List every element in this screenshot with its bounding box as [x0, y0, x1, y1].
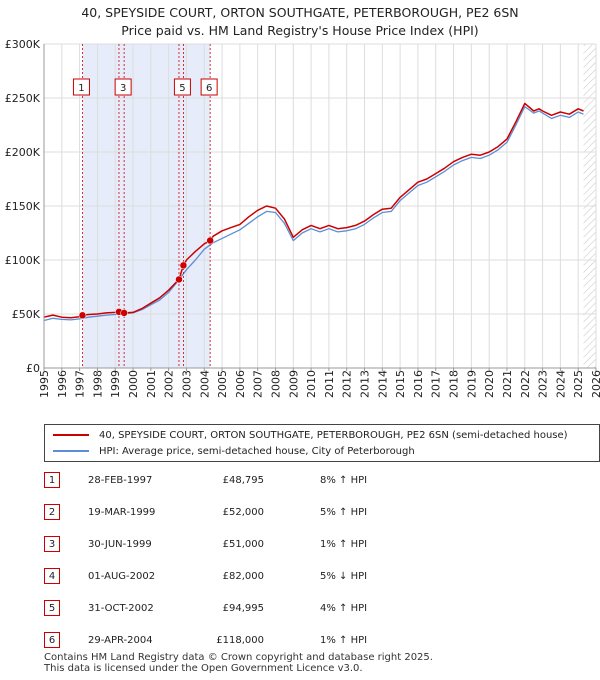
- sale-label-text: 1: [78, 83, 84, 94]
- sale-label-text: 6: [206, 83, 212, 94]
- sale-date: 01-AUG-2002: [88, 571, 156, 582]
- x-tick-label: 2019: [465, 370, 478, 398]
- y-tick-label: £0: [26, 362, 40, 375]
- y-tick-label: £150K: [5, 200, 41, 213]
- y-tick-label: £50K: [12, 308, 41, 321]
- chart-title-block: 40, SPEYSIDE COURT, ORTON SOUTHGATE, PET…: [0, 4, 600, 40]
- x-tick-label: 2009: [287, 370, 300, 398]
- sale-date: 30-JUN-1999: [88, 539, 152, 550]
- sale-hpi-change: 5% ↓ HPI: [320, 571, 368, 582]
- sale-label-box: [114, 78, 132, 96]
- x-tick-label: 2014: [376, 370, 389, 398]
- sale-date: 29-APR-2004: [88, 635, 153, 646]
- sale-number-badge: 2: [44, 504, 60, 520]
- sale-price: £82,000: [222, 571, 264, 582]
- y-tick-label: £200K: [5, 146, 41, 159]
- x-tick-label: 2023: [537, 370, 550, 398]
- x-tick-label: 2022: [519, 370, 532, 398]
- x-tick-label: 1997: [74, 370, 87, 398]
- sale-date: 19-MAR-1999: [88, 507, 156, 518]
- x-tick-label: 2010: [305, 370, 318, 398]
- x-tick-label: 1999: [109, 370, 122, 398]
- x-tick-label: 2008: [269, 370, 282, 398]
- sale-price: £51,000: [222, 539, 264, 550]
- sale-number-badge: 3: [44, 536, 60, 552]
- sale-point: [120, 309, 128, 317]
- sale-point: [78, 311, 87, 320]
- sale-hpi-change: 1% ↑ HPI: [320, 635, 368, 646]
- chart-subtitle: Price paid vs. HM Land Registry's House …: [121, 23, 479, 38]
- x-tick-label: 1995: [38, 370, 51, 398]
- legend-swatch-hpi: [53, 450, 89, 452]
- sale-hpi-change: 4% ↑ HPI: [320, 603, 368, 614]
- y-tick-label: £100K: [5, 254, 41, 267]
- x-tick-label: 1996: [56, 370, 69, 398]
- x-tick-label: 2007: [252, 370, 265, 398]
- x-tick-label: 2026: [590, 370, 600, 398]
- price-chart: 1 3 5 6 £0 £50K £100K £150K £200K £250K £300K 1995…: [5, 38, 600, 398]
- x-tick-label: 2020: [483, 370, 496, 398]
- legend-item-price: 40, SPEYSIDE COURT, ORTON SOUTHGATE, PET…: [53, 428, 568, 444]
- x-tick-label: 2004: [198, 370, 211, 398]
- chart-legend: 40, SPEYSIDE COURT, ORTON SOUTHGATE, PET…: [44, 424, 600, 462]
- y-tick-label: £250K: [5, 92, 41, 105]
- footer-copyright: Contains HM Land Registry data © Crown c…: [44, 652, 433, 663]
- x-tick-label: 2016: [412, 370, 425, 398]
- x-tick-label: 2011: [323, 370, 336, 398]
- sale-hpi-change: 8% ↑ HPI: [320, 475, 368, 486]
- sale-hpi-change: 5% ↑ HPI: [320, 507, 368, 518]
- legend-label-hpi: HPI: Average price, semi-detached house,…: [99, 446, 415, 457]
- legend-label-price: 40, SPEYSIDE COURT, ORTON SOUTHGATE, PET…: [99, 430, 568, 441]
- x-tick-label: 2002: [163, 370, 176, 398]
- x-tick-label: 2025: [572, 370, 585, 398]
- sale-number-badge: 1: [44, 472, 60, 488]
- sale-label-box: [72, 78, 90, 96]
- sale-label-text: 5: [179, 83, 185, 94]
- sale-price: £118,000: [216, 635, 264, 646]
- x-tick-label: 2012: [341, 370, 354, 398]
- y-tick-label: £300K: [5, 38, 41, 51]
- x-tick-label: 2005: [216, 370, 229, 398]
- sale-price: £94,995: [222, 603, 264, 614]
- sale-label-text: 3: [120, 83, 126, 94]
- sale-label-box: [173, 78, 191, 96]
- footer-notice: Contains HM Land Registry data © Crown c…: [44, 652, 433, 674]
- x-tick-label: 2013: [359, 370, 372, 398]
- sale-number-badge: 6: [44, 632, 60, 648]
- x-tick-label: 1998: [91, 370, 104, 398]
- sale-number-badge: 4: [44, 568, 60, 584]
- sale-number-badge: 5: [44, 600, 60, 616]
- sale-date: 28-FEB-1997: [88, 475, 153, 486]
- sale-price: £52,000: [222, 507, 264, 518]
- sale-point: [175, 275, 183, 284]
- chart-title: 40, SPEYSIDE COURT, ORTON SOUTHGATE, PET…: [81, 5, 519, 20]
- sale-point: [206, 236, 214, 245]
- sale-date: 31-OCT-2002: [88, 603, 154, 614]
- x-tick-label: 2006: [234, 370, 247, 398]
- x-tick-label: 2000: [127, 370, 140, 398]
- footer-licence: This data is licensed under the Open Gov…: [44, 663, 363, 674]
- x-tick-label: 2024: [554, 370, 567, 398]
- x-tick-label: 2017: [430, 370, 443, 398]
- sale-label-box: [200, 78, 218, 96]
- sale-point: [179, 261, 188, 270]
- x-tick-label: 2003: [180, 370, 193, 398]
- sale-price: £48,795: [222, 475, 264, 486]
- x-tick-label: 2001: [145, 370, 158, 398]
- x-tick-label: 2015: [394, 370, 407, 398]
- legend-swatch-price: [53, 434, 89, 436]
- sale-hpi-change: 1% ↑ HPI: [320, 539, 368, 550]
- x-tick-label: 2021: [501, 370, 514, 398]
- x-tick-label: 2018: [448, 370, 461, 398]
- legend-item-hpi: HPI: Average price, semi-detached house,…: [53, 444, 415, 460]
